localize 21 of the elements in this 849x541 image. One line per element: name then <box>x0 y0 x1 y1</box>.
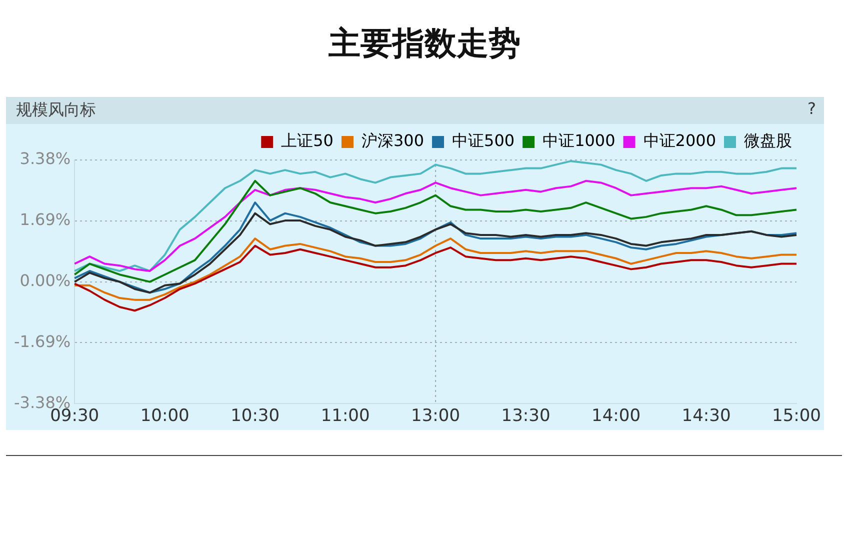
x-tick-label: 13:30 <box>501 406 550 426</box>
y-tick-label: -1.69% <box>14 332 71 351</box>
x-tick-label: 10:30 <box>230 406 280 426</box>
legend-label: 中证2000 <box>643 131 716 150</box>
x-tick-label: 13:00 <box>411 406 460 426</box>
legend-label: 上证50 <box>281 131 334 150</box>
x-tick-label: 14:30 <box>682 406 731 426</box>
legend-label: 微盘股 <box>744 131 792 150</box>
chart-subtitle: 规模风向标 <box>16 100 96 121</box>
y-tick-label: 0.00% <box>20 270 71 290</box>
y-tick-label: 1.69% <box>20 210 71 230</box>
text: ? <box>808 99 816 118</box>
x-tick-label: 15:00 <box>772 406 822 426</box>
chart-title: 主要指数走势 <box>328 23 522 64</box>
x-tick-label: 11:00 <box>320 406 370 426</box>
x-tick-label: 14:00 <box>592 406 641 426</box>
legend-label: 中证500 <box>452 131 515 150</box>
legend-label: 中证1000 <box>542 131 616 150</box>
y-tick-label: 3.38% <box>20 149 71 168</box>
legend-label: 沪深300 <box>361 131 424 150</box>
x-tick-label: 10:00 <box>140 406 190 426</box>
